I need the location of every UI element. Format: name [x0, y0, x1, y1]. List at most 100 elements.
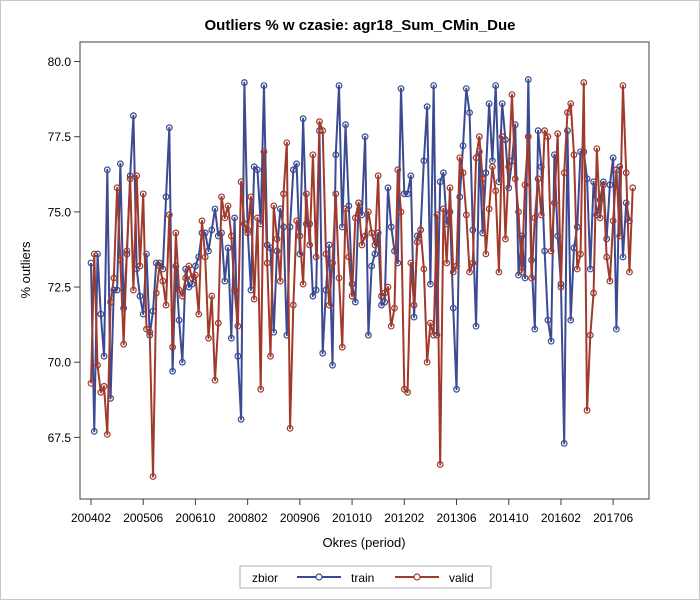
- data-point-train: [492, 82, 500, 89]
- data-point-train: [427, 280, 434, 288]
- data-point-valid: [586, 331, 594, 339]
- data-point-valid: [391, 304, 398, 312]
- data-point-train: [547, 337, 555, 345]
- data-point-valid: [482, 250, 490, 258]
- data-point-train: [110, 286, 118, 294]
- data-point-valid: [547, 247, 555, 255]
- data-point-train: [165, 124, 173, 132]
- data-point-valid: [456, 154, 464, 162]
- data-point-valid: [515, 208, 522, 216]
- data-point-valid: [211, 376, 219, 384]
- data-point-valid: [192, 271, 199, 279]
- data-point-valid: [433, 211, 441, 219]
- data-point-train: [120, 304, 128, 312]
- data-point-valid: [139, 190, 147, 198]
- data-point-valid: [123, 247, 131, 255]
- data-point-valid: [453, 262, 460, 270]
- data-point-train: [97, 310, 105, 318]
- legend-label-valid: valid: [449, 571, 474, 585]
- data-point-valid: [541, 127, 549, 135]
- data-point-train: [351, 298, 359, 306]
- data-point-valid: [309, 151, 317, 159]
- x-axis-label: Okres (period): [322, 535, 405, 550]
- data-point-valid: [564, 109, 571, 117]
- data-point-train: [440, 169, 447, 177]
- data-point-valid: [149, 473, 157, 480]
- legend-label-train: train: [351, 571, 374, 585]
- data-point-valid: [355, 199, 363, 207]
- x-tick-label: 201010: [332, 511, 372, 525]
- data-point-train: [296, 250, 304, 258]
- x-tick-label: 201306: [436, 511, 476, 525]
- data-point-train: [466, 109, 473, 117]
- data-point-train: [208, 226, 216, 234]
- data-point-train: [329, 361, 336, 369]
- data-point-valid: [609, 217, 617, 225]
- y-tick-label: 67.5: [48, 431, 72, 445]
- data-point-valid: [368, 229, 376, 237]
- data-point-valid: [397, 208, 405, 216]
- data-point-train: [449, 304, 457, 312]
- data-point-train: [381, 298, 389, 306]
- data-point-valid: [342, 205, 349, 213]
- data-point-valid: [443, 259, 451, 267]
- data-point-valid: [475, 133, 483, 141]
- data-point-valid: [335, 274, 343, 282]
- data-point-valid: [345, 253, 353, 261]
- legend: zbior train valid: [239, 565, 492, 589]
- legend-box: [239, 565, 492, 589]
- series-line-train: [90, 78, 631, 445]
- data-point-valid: [286, 424, 294, 432]
- series-layer: [87, 76, 637, 480]
- data-point-valid: [570, 151, 578, 159]
- data-point-valid: [596, 214, 604, 222]
- x-tick-label: 201706: [593, 511, 633, 525]
- series-valid: [87, 79, 637, 480]
- legend-marker-valid: [413, 573, 421, 581]
- data-point-valid: [371, 241, 379, 249]
- data-point-valid: [590, 289, 597, 297]
- data-point-valid: [619, 82, 627, 89]
- legend-title: zbior: [252, 571, 278, 585]
- data-point-train: [175, 316, 183, 324]
- data-point-valid: [120, 340, 128, 348]
- y-tick-label: 80.0: [48, 55, 72, 69]
- x-tick-label: 201202: [384, 511, 424, 525]
- data-point-valid: [94, 361, 101, 369]
- data-point-train: [162, 193, 170, 201]
- data-point-valid: [260, 148, 268, 156]
- data-point-train: [205, 247, 212, 255]
- data-point-valid: [440, 205, 447, 213]
- series-train: [87, 76, 633, 447]
- data-point-valid: [427, 319, 434, 327]
- data-point-valid: [296, 232, 304, 240]
- data-point-train: [391, 247, 398, 255]
- data-point-valid: [603, 253, 611, 261]
- y-tick-label: 75.0: [48, 205, 72, 219]
- data-point-valid: [322, 250, 330, 258]
- data-point-valid: [423, 358, 431, 366]
- data-point-valid: [116, 256, 124, 264]
- data-point-train: [472, 322, 480, 330]
- data-point-train: [342, 121, 349, 129]
- data-point-valid: [169, 343, 176, 351]
- data-point-valid: [97, 388, 105, 396]
- data-point-train: [524, 76, 532, 83]
- data-point-valid: [593, 145, 601, 153]
- data-point-valid: [489, 163, 496, 171]
- data-point-valid: [466, 268, 473, 276]
- data-point-valid: [234, 322, 242, 330]
- data-point-valid: [152, 289, 160, 297]
- y-axis: 67.5 70.0 72.5 75.0 77.5 80.0: [48, 55, 80, 445]
- data-point-valid: [534, 175, 542, 183]
- data-point-train: [456, 193, 464, 201]
- data-point-train: [227, 334, 235, 342]
- data-point-valid: [505, 163, 513, 171]
- data-point-valid: [289, 301, 297, 309]
- data-point-train: [606, 181, 614, 189]
- data-point-valid: [329, 259, 336, 267]
- x-tick-label: 200802: [228, 511, 268, 525]
- data-point-valid: [332, 190, 340, 198]
